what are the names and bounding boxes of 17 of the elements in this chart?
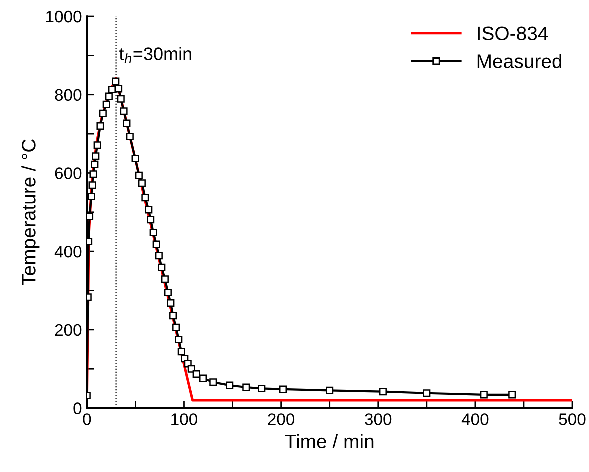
x-tick-label: 0	[83, 414, 92, 426]
x-tick-label: 300	[365, 414, 392, 426]
y-tick-label: 800	[55, 89, 82, 102]
ref-line-label: t$_{h}$=30min	[119, 47, 192, 64]
x-tick-label: 200	[268, 414, 295, 426]
legend-label: ISO-834	[478, 26, 548, 41]
x-tick-label: 400	[462, 414, 489, 426]
y-tick-label: 600	[55, 168, 82, 180]
y-tick-label: 1000	[46, 10, 82, 23]
y-axis-title: Temperature / °C	[22, 140, 40, 286]
y-tick-label: 400	[54, 246, 82, 258]
x-tick-label: 500	[559, 414, 586, 426]
x-tick-label: 100	[172, 414, 198, 426]
y-tick-label: 0	[74, 402, 82, 414]
legend-label: Measured	[478, 54, 562, 68]
x-axis-title: Time / min	[285, 434, 374, 449]
y-tick-label: 200	[55, 324, 82, 336]
